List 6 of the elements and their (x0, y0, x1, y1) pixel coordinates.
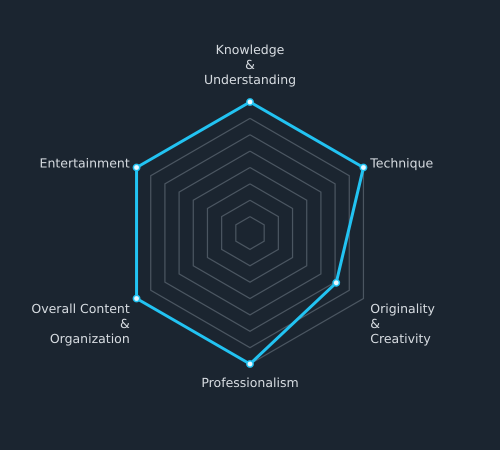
spoke-label: Overall Content & Organization (31, 300, 130, 346)
spoke-label: Originality & Creativity (370, 300, 436, 346)
spoke-label: Professionalism (201, 375, 299, 390)
spoke-label: Knowledge & Understanding (204, 42, 296, 87)
spoke-label: Technique (369, 156, 434, 171)
spoke-label: Entertainment (40, 156, 130, 171)
